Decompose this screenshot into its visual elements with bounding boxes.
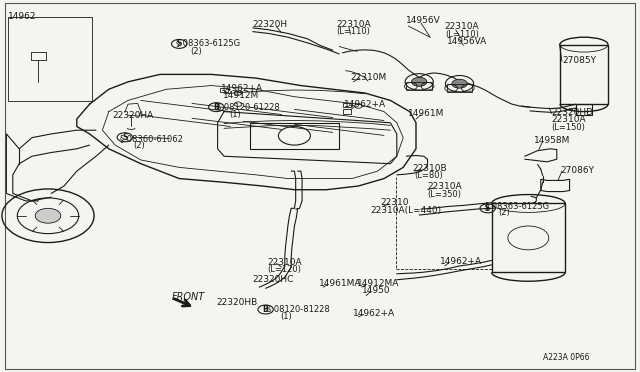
Bar [406,82,432,90]
Text: S: S [177,39,182,48]
Text: (L=350): (L=350) [428,190,461,199]
Text: 22320HB: 22320HB [216,298,257,307]
Bar [343,103,351,107]
Bar [576,104,592,115]
Bar [220,88,228,92]
Text: 14962+A: 14962+A [440,257,483,266]
Text: 14962+A: 14962+A [344,100,387,109]
Text: 14961MA: 14961MA [319,279,361,288]
Text: (2): (2) [133,141,145,150]
Bar [560,45,608,104]
Text: ß 08120-81228: ß 08120-81228 [266,305,330,314]
Text: FRONT: FRONT [172,292,205,302]
Text: (L=110): (L=110) [445,30,479,39]
Text: S: S [485,204,490,213]
Text: 27085Y: 27085Y [562,56,596,65]
Text: 22310A: 22310A [445,22,479,31]
Text: 14956VA: 14956VA [447,37,487,46]
Text: S: S [123,133,128,142]
Text: 14956V: 14956V [406,16,441,25]
Text: B: B [214,103,219,112]
Text: 22320HA: 22320HA [112,111,153,120]
Text: 22310M: 22310M [351,73,387,82]
Text: 14962+A: 14962+A [353,309,396,318]
Bar [447,84,472,92]
Text: 22320HC: 22320HC [253,275,294,284]
Text: (L=150): (L=150) [552,123,586,132]
Text: 22310A: 22310A [336,20,371,29]
Text: 22310: 22310 [381,198,410,207]
Text: 14962+A: 14962+A [221,84,263,93]
Text: 14958M: 14958M [534,136,571,145]
Text: 14912M: 14912M [223,92,259,100]
Text: 22310A(L=440): 22310A(L=440) [370,206,441,215]
Text: § 08363-6125G: § 08363-6125G [485,201,549,210]
Text: ß 08120-61228: ß 08120-61228 [216,103,280,112]
Text: 22320H: 22320H [253,20,288,29]
Text: § 08363-6125G: § 08363-6125G [176,38,240,47]
Text: (2): (2) [498,208,509,217]
Text: (L=80): (L=80) [415,171,444,180]
Circle shape [35,208,61,223]
Text: 14912MA: 14912MA [357,279,399,288]
Text: B: B [263,305,268,314]
Text: A223A 0P66: A223A 0P66 [543,353,589,362]
Text: 22310A: 22310A [552,115,586,124]
Circle shape [412,77,427,86]
Text: 14950: 14950 [362,286,390,295]
Text: (L=120): (L=120) [268,265,301,274]
Text: § 08360-61062: § 08360-61062 [120,134,183,143]
Bar [343,109,351,114]
Text: (2): (2) [191,47,202,56]
Text: 22310A: 22310A [268,258,302,267]
Text: 22320HD: 22320HD [552,108,594,117]
Bar [8,17,92,101]
Bar [492,203,565,272]
Text: (1): (1) [280,312,292,321]
Text: 14962: 14962 [8,12,36,21]
Text: 22310B: 22310B [413,164,447,173]
Text: 22310A: 22310A [428,182,462,191]
Text: 14961M: 14961M [408,109,445,118]
Text: (L=110): (L=110) [336,27,370,36]
Text: 27086Y: 27086Y [560,166,594,175]
Bar [250,123,339,149]
Circle shape [452,79,467,88]
Text: (1): (1) [229,110,241,119]
